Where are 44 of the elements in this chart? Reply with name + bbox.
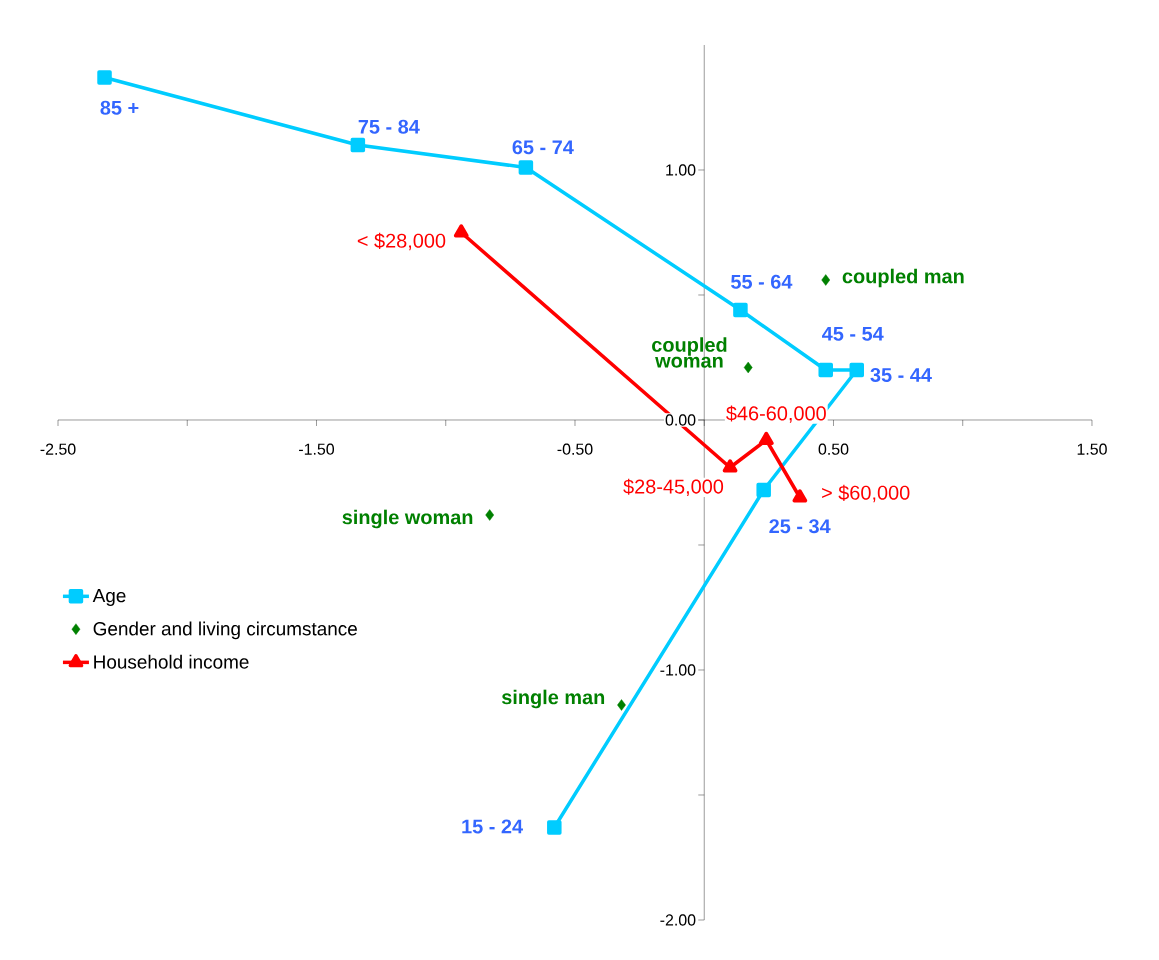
x-tick-label: 1.50 — [1077, 443, 1107, 455]
annotation: < $28,000 — [357, 232, 446, 251]
annotation: coupled woman — [652, 337, 727, 368]
annotation: 65 - 74 — [512, 140, 574, 155]
point — [743, 361, 753, 374]
point — [485, 509, 495, 521]
annotation: 55 - 64 — [731, 274, 793, 289]
legend-label: Gender and living circumstance — [93, 621, 357, 640]
point — [792, 489, 808, 503]
point — [518, 160, 534, 175]
annotation: $46-60,000 — [726, 405, 826, 423]
y-tick-label: -2.00 — [660, 914, 696, 926]
point — [722, 459, 738, 473]
point — [818, 362, 833, 378]
legend-label: Age — [92, 589, 126, 606]
annotation: 35 - 44 — [870, 367, 932, 383]
point — [350, 137, 366, 153]
annotation: 15 - 24 — [462, 819, 523, 834]
annotation: > $60,000 — [822, 484, 910, 503]
x-tick-label: -2.50 — [40, 443, 76, 455]
y-tick-label: 1.00 — [666, 164, 696, 176]
point — [97, 70, 112, 85]
annotation: coupled man — [842, 268, 964, 288]
annotation: 45 - 54 — [822, 326, 884, 341]
y-tick-label: -1.00 — [660, 664, 696, 676]
y-tick-label: 0.00 — [665, 414, 696, 426]
point — [617, 699, 626, 711]
annotation: 75 - 84 — [358, 119, 420, 134]
point — [453, 224, 469, 238]
point — [733, 302, 748, 318]
x-tick-label: -0.50 — [557, 443, 593, 455]
point — [849, 362, 864, 378]
annotation: $28-45,000 — [623, 478, 724, 496]
point — [821, 274, 831, 286]
point — [758, 431, 774, 445]
annotation: single woman — [342, 509, 473, 529]
legend-label: Household income — [94, 654, 249, 669]
annotation: 85 + — [100, 100, 139, 115]
point — [547, 820, 562, 835]
annotation: single man — [501, 689, 605, 709]
point — [756, 482, 771, 498]
x-tick-label: -1.50 — [299, 443, 335, 455]
x-tick-label: 0.50 — [818, 443, 849, 455]
annotation: 25 - 34 — [769, 519, 831, 534]
